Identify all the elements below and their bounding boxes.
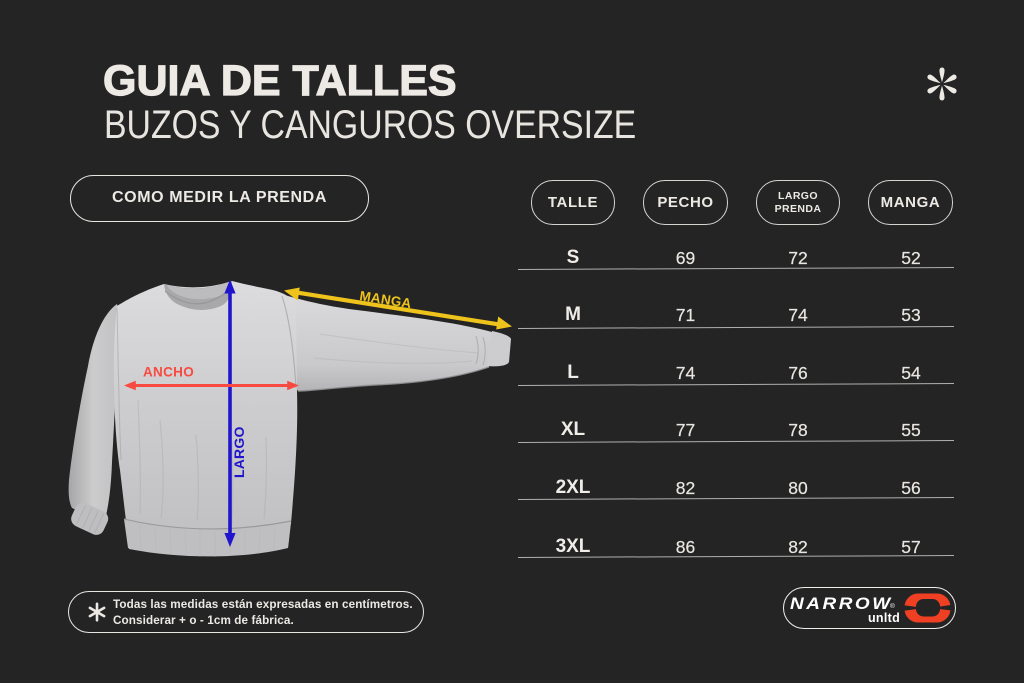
svg-text:LARGO: LARGO [231, 426, 247, 478]
svg-text:ANCHO: ANCHO [143, 365, 194, 380]
